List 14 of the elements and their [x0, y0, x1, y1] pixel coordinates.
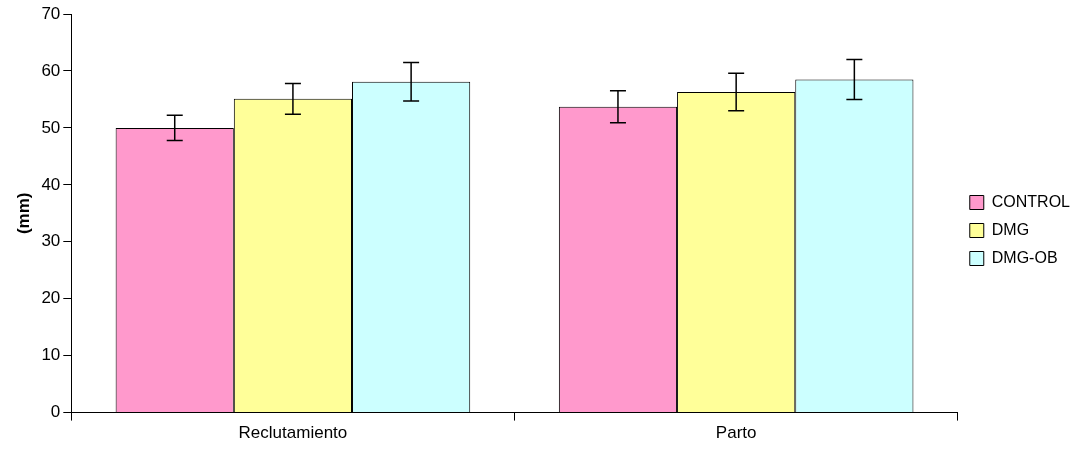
y-tick-label: 50: [41, 117, 61, 137]
y-tick-label: 40: [41, 174, 61, 194]
y-tick-label: 10: [41, 345, 61, 365]
y-axis-title: (mm): [13, 192, 33, 235]
y-tick-label: 30: [41, 231, 61, 251]
legend-label: CONTROL: [991, 192, 1071, 210]
legend-label: DMG-OB: [991, 248, 1058, 266]
y-tick-label: 0: [50, 402, 61, 422]
y-tick-label: 20: [41, 288, 61, 308]
x-tick-label: Reclutamiento: [238, 423, 348, 443]
y-tick-label: 60: [41, 60, 61, 80]
y-tick-label: 70: [41, 3, 61, 23]
x-tick-label: Parto: [715, 423, 757, 443]
legend-label: DMG: [991, 220, 1030, 238]
